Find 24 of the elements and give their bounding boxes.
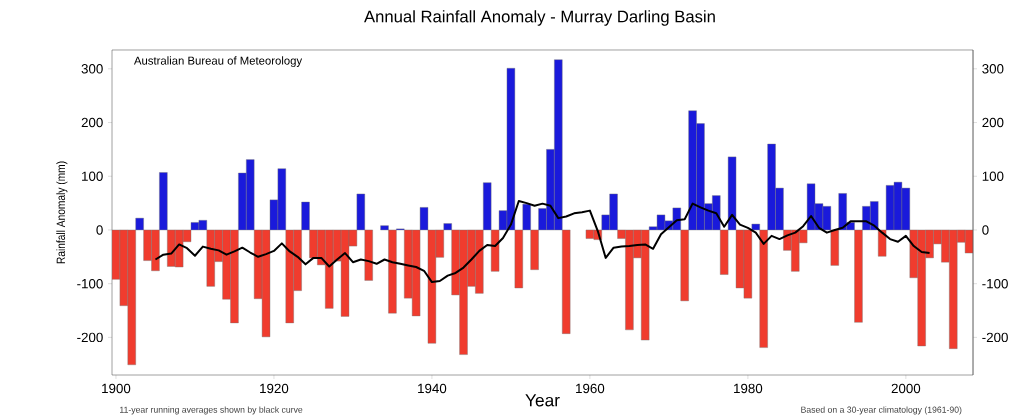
y-tick-label: -200 xyxy=(77,332,103,343)
text: Based on a 30-year climatology (1961-90) xyxy=(801,406,962,415)
y-axis-title: Rainfall Anomaly (mm) xyxy=(56,161,68,264)
x-tick-label: 2000 xyxy=(891,383,921,394)
y2-tick-label: 200 xyxy=(982,117,1004,128)
y-tick-label: 100 xyxy=(82,171,103,181)
x-tick-label: 1940 xyxy=(418,383,447,394)
y2-tick-label: -100 xyxy=(982,278,1008,289)
x-axis-title: Year xyxy=(525,394,560,407)
x-tick-label: 1900 xyxy=(102,383,131,394)
x-tick-label: 1980 xyxy=(734,383,763,394)
y2-tick-label: -200 xyxy=(982,332,1008,343)
y2-tick-label: 100 xyxy=(982,171,1004,181)
y2-tick-label: 300 xyxy=(982,64,1004,74)
y-tick-label: -100 xyxy=(77,278,103,289)
y-tick-label: 0 xyxy=(96,225,103,235)
y-tick-label: 300 xyxy=(81,64,103,74)
x-tick-label: 1920 xyxy=(260,383,289,394)
x-tick-label: 1960 xyxy=(576,383,605,394)
annotation: Australian Bureau of Meteorology xyxy=(133,56,303,67)
y-tick-label: 200 xyxy=(81,117,103,128)
y2-tick-label: 0 xyxy=(982,225,989,235)
chart-title: Annual Rainfall Anomaly - Murray Darling Basin xyxy=(364,10,715,26)
text: 11-year running averages shown by black curve xyxy=(120,406,303,415)
